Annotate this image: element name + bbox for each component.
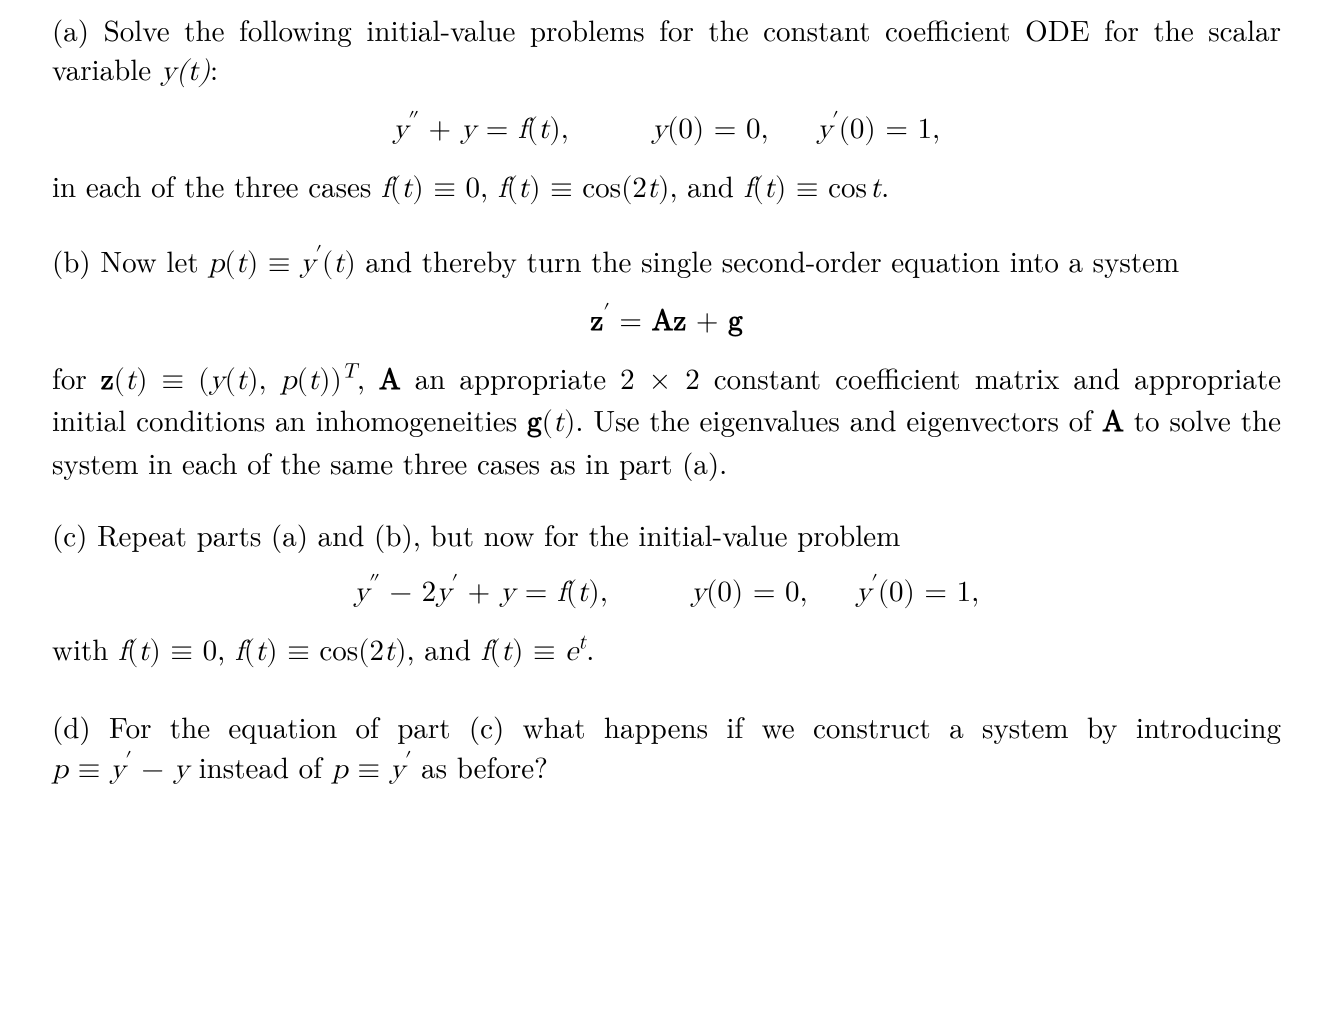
part-a-cases-pre: in each of the three cases (52, 165, 381, 206)
part-a-cases-post: . (881, 165, 889, 206)
part-b-after: for z(t) ≡ (y(t), p(t))T, A an appropria… (52, 358, 1281, 482)
part-a-intro-pre: Solve the following initial-value proble… (52, 9, 1281, 89)
part-d-text-post: as before? (411, 746, 547, 787)
part-a-equation: y″ + y = f(t), y(0) = 0, y′(0) = 1, (52, 108, 1281, 150)
part-d-label: (d) (52, 706, 91, 747)
part-a-intro-post: : (210, 48, 218, 89)
matrix-A-2: A (1102, 408, 1124, 437)
part-b-equation: z′ = Az + g (52, 300, 1281, 342)
part-c-intro-text: Repeat parts (a) and (b), but now for th… (87, 514, 900, 555)
part-a-sep1: , (480, 165, 498, 206)
matrix-A: A (379, 366, 401, 395)
part-c-cases-pre: with (52, 628, 118, 669)
part-c-intro: (c) Repeat parts (a) and (b), but now fo… (52, 515, 1281, 554)
part-c-cases: with f(t) ≡ 0, f(t) ≡ cos(2t), and f(t) … (52, 629, 1281, 671)
part-c-sep2: , and (407, 628, 481, 669)
part-b-intro-mid: and thereby turn the single second-order… (356, 240, 1179, 281)
part-d-text-mid: instead of (189, 746, 332, 787)
part-c-equation: y″ − 2y′ + y = f(t), y(0) = 0, y′(0) = 1… (52, 571, 1281, 613)
part-c-label: (c) (52, 514, 87, 555)
part-a-sep2: , and (669, 165, 743, 206)
part-b-after-pre: for (52, 357, 101, 398)
part-a-cases: in each of the three cases f(t) ≡ 0, f(t… (52, 166, 1281, 208)
part-a-intro-var: y(t) (161, 57, 210, 86)
transpose-sup: T (342, 361, 357, 382)
part-b-label: (b) (52, 240, 91, 281)
part-a-intro: (a) Solve the following initial-value pr… (52, 10, 1281, 92)
part-d-text-pre: For the equation of part (c) what happen… (91, 706, 1281, 747)
exp-t-sup: t (578, 632, 586, 653)
part-d: (d) For the equation of part (c) what ha… (52, 707, 1281, 789)
part-b-after-mid3: . Use the eigenvalues and eigenvectors o… (575, 399, 1102, 440)
part-a-label: (a) (52, 9, 89, 50)
part-b-after-mid1: , (357, 357, 379, 398)
problem-page: (a) Solve the following initial-value pr… (0, 0, 1333, 859)
part-b-intro-pre: Now let (91, 240, 209, 281)
part-c-sep1: , (217, 628, 235, 669)
part-b-intro: (b) Now let p(t) ≡ y′(t) and thereby tur… (52, 241, 1281, 283)
part-c-cases-post: . (586, 628, 594, 669)
